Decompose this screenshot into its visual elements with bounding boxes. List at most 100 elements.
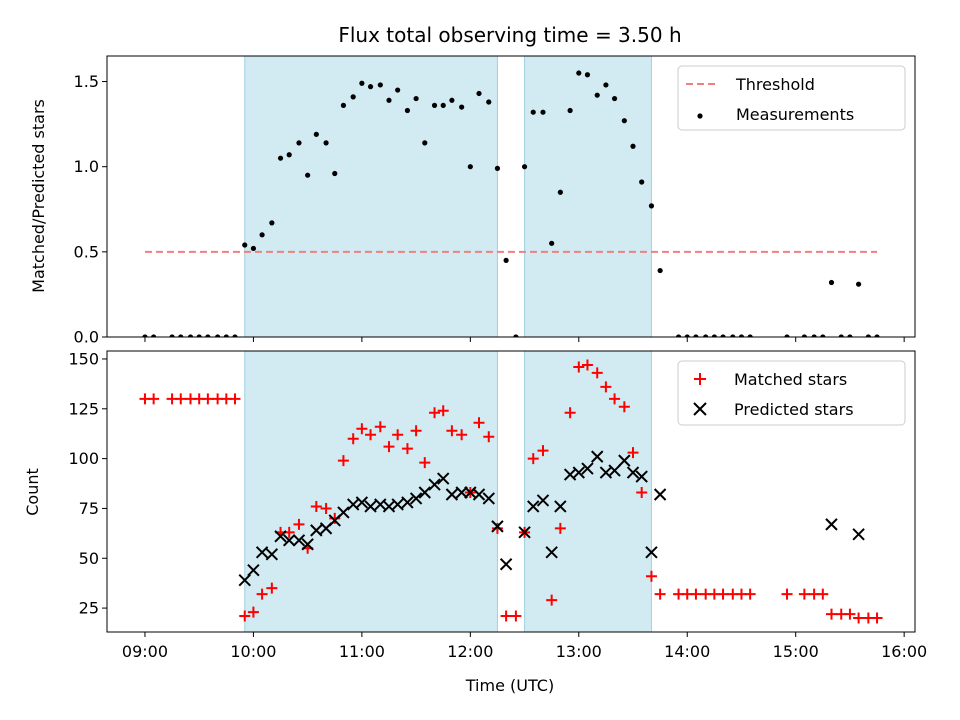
legend-matched-swatch [694, 373, 706, 385]
measurement-point [250, 245, 257, 252]
predicted-star-point [618, 454, 631, 467]
predicted-star-point [437, 472, 450, 485]
predicted-star-point [445, 488, 459, 501]
predicted-star-point [581, 462, 594, 475]
predicted-star-point [518, 526, 531, 539]
matched-star-point [446, 425, 458, 437]
matched-star-point [871, 612, 883, 624]
measurement-point [169, 334, 175, 337]
measurement-point [359, 80, 365, 86]
x-tick-label: 14:00 [664, 642, 710, 661]
y-tick-label: 150 [68, 349, 99, 368]
plot-area [142, 56, 880, 337]
measurement-point [404, 107, 411, 114]
measurement-point [801, 334, 807, 337]
measurement-point [630, 143, 636, 149]
measurement-point [340, 102, 347, 108]
top-y-axis-label: Matched/Predicted stars [29, 99, 48, 293]
predicted-star-point [282, 534, 296, 547]
matched-star-point [510, 610, 522, 622]
measurement-point [738, 334, 745, 337]
top-panel-ratio: 0.0 0.5 1.0 1.5 Threshold Measurements [74, 55, 916, 347]
legend-label: Measurements [736, 105, 854, 124]
x-axis-label: Time (UTC) [465, 676, 554, 695]
matched-star-point [410, 425, 422, 437]
matched-star-point [483, 431, 495, 443]
matched-star-point [320, 502, 332, 514]
measurement-point [277, 155, 284, 161]
matched-star-point [645, 570, 657, 582]
matched-star-point [654, 588, 666, 600]
matched-star-point [844, 608, 856, 620]
measurement-point [521, 164, 528, 170]
measurement-point [594, 92, 600, 98]
predicted-star-point [499, 558, 513, 571]
predicted-star-point [527, 500, 540, 513]
predicted-star-point [247, 564, 260, 577]
measurement-point [223, 334, 229, 337]
measurement-point [503, 257, 509, 263]
matched-star-point [392, 429, 404, 441]
predicted-star-point [292, 534, 306, 547]
measurement-point [874, 334, 880, 337]
y-tick-label: 1.0 [74, 157, 99, 176]
measurement-point [865, 334, 871, 337]
measurement-point [828, 279, 835, 286]
measurement-point [313, 131, 319, 137]
matched-star-point [293, 518, 305, 530]
predicted-star-point [401, 496, 414, 509]
measurement-point [720, 334, 726, 337]
matched-star-point [636, 486, 648, 498]
bottom-panel-counts: 25 50 75 100 125 150 09:00 10:00 11:00 12:00 13:00… [68, 349, 927, 661]
measurement-point [693, 334, 699, 337]
legend: Matched stars Predicted stars [677, 360, 906, 426]
measurement-point [494, 165, 501, 171]
matched-star-point [429, 407, 441, 419]
measurement-point [603, 82, 609, 88]
measurement-point [584, 72, 591, 78]
matched-star-point [627, 447, 639, 459]
matched-star-point [491, 522, 503, 534]
predicted-star-point [852, 528, 865, 541]
predicted-star-point [391, 498, 404, 511]
measurement-point [296, 140, 302, 146]
y-tick-label: 100 [68, 449, 99, 468]
matched-star-point [202, 393, 214, 405]
axes-frame [106, 350, 916, 633]
measurement-point [332, 170, 338, 177]
measurement-point [567, 107, 573, 114]
measurement-point [811, 334, 817, 337]
matched-star-point [347, 433, 359, 445]
measurement-point [684, 334, 690, 337]
matched-star-point [500, 610, 512, 622]
matched-star-point [781, 588, 793, 600]
matched-star-point [581, 359, 593, 371]
legend-measurement-swatch [697, 113, 703, 119]
observing-window-2 [524, 351, 652, 632]
matched-star-point [247, 606, 259, 618]
legend-label: Predicted stars [734, 400, 854, 419]
predicted-star-point [418, 486, 431, 499]
legend: Threshold Measurements [677, 65, 906, 131]
measurement-point [838, 334, 844, 337]
predicted-star-point [635, 470, 648, 483]
matched-star-point [527, 453, 539, 465]
y-tick-label: 0.5 [74, 242, 99, 261]
matched-star-point [374, 421, 386, 433]
matched-star-point [564, 407, 576, 419]
matched-star-point [853, 612, 865, 624]
matched-star-point [798, 588, 810, 600]
measurement-point [232, 334, 238, 337]
predicted-star-point [572, 466, 585, 479]
measurement-point [286, 152, 292, 158]
measurement-point [711, 334, 717, 337]
measurement-point [350, 94, 356, 100]
predicted-star-point [364, 500, 377, 513]
y-tick-label: 1.5 [74, 72, 99, 91]
measurement-point [675, 334, 682, 337]
measurement-point [269, 220, 275, 226]
measurement-point [395, 87, 401, 93]
measurement-point [557, 189, 563, 195]
x-tick-label: 10:00 [230, 642, 276, 661]
predicted-star-point [301, 538, 314, 551]
